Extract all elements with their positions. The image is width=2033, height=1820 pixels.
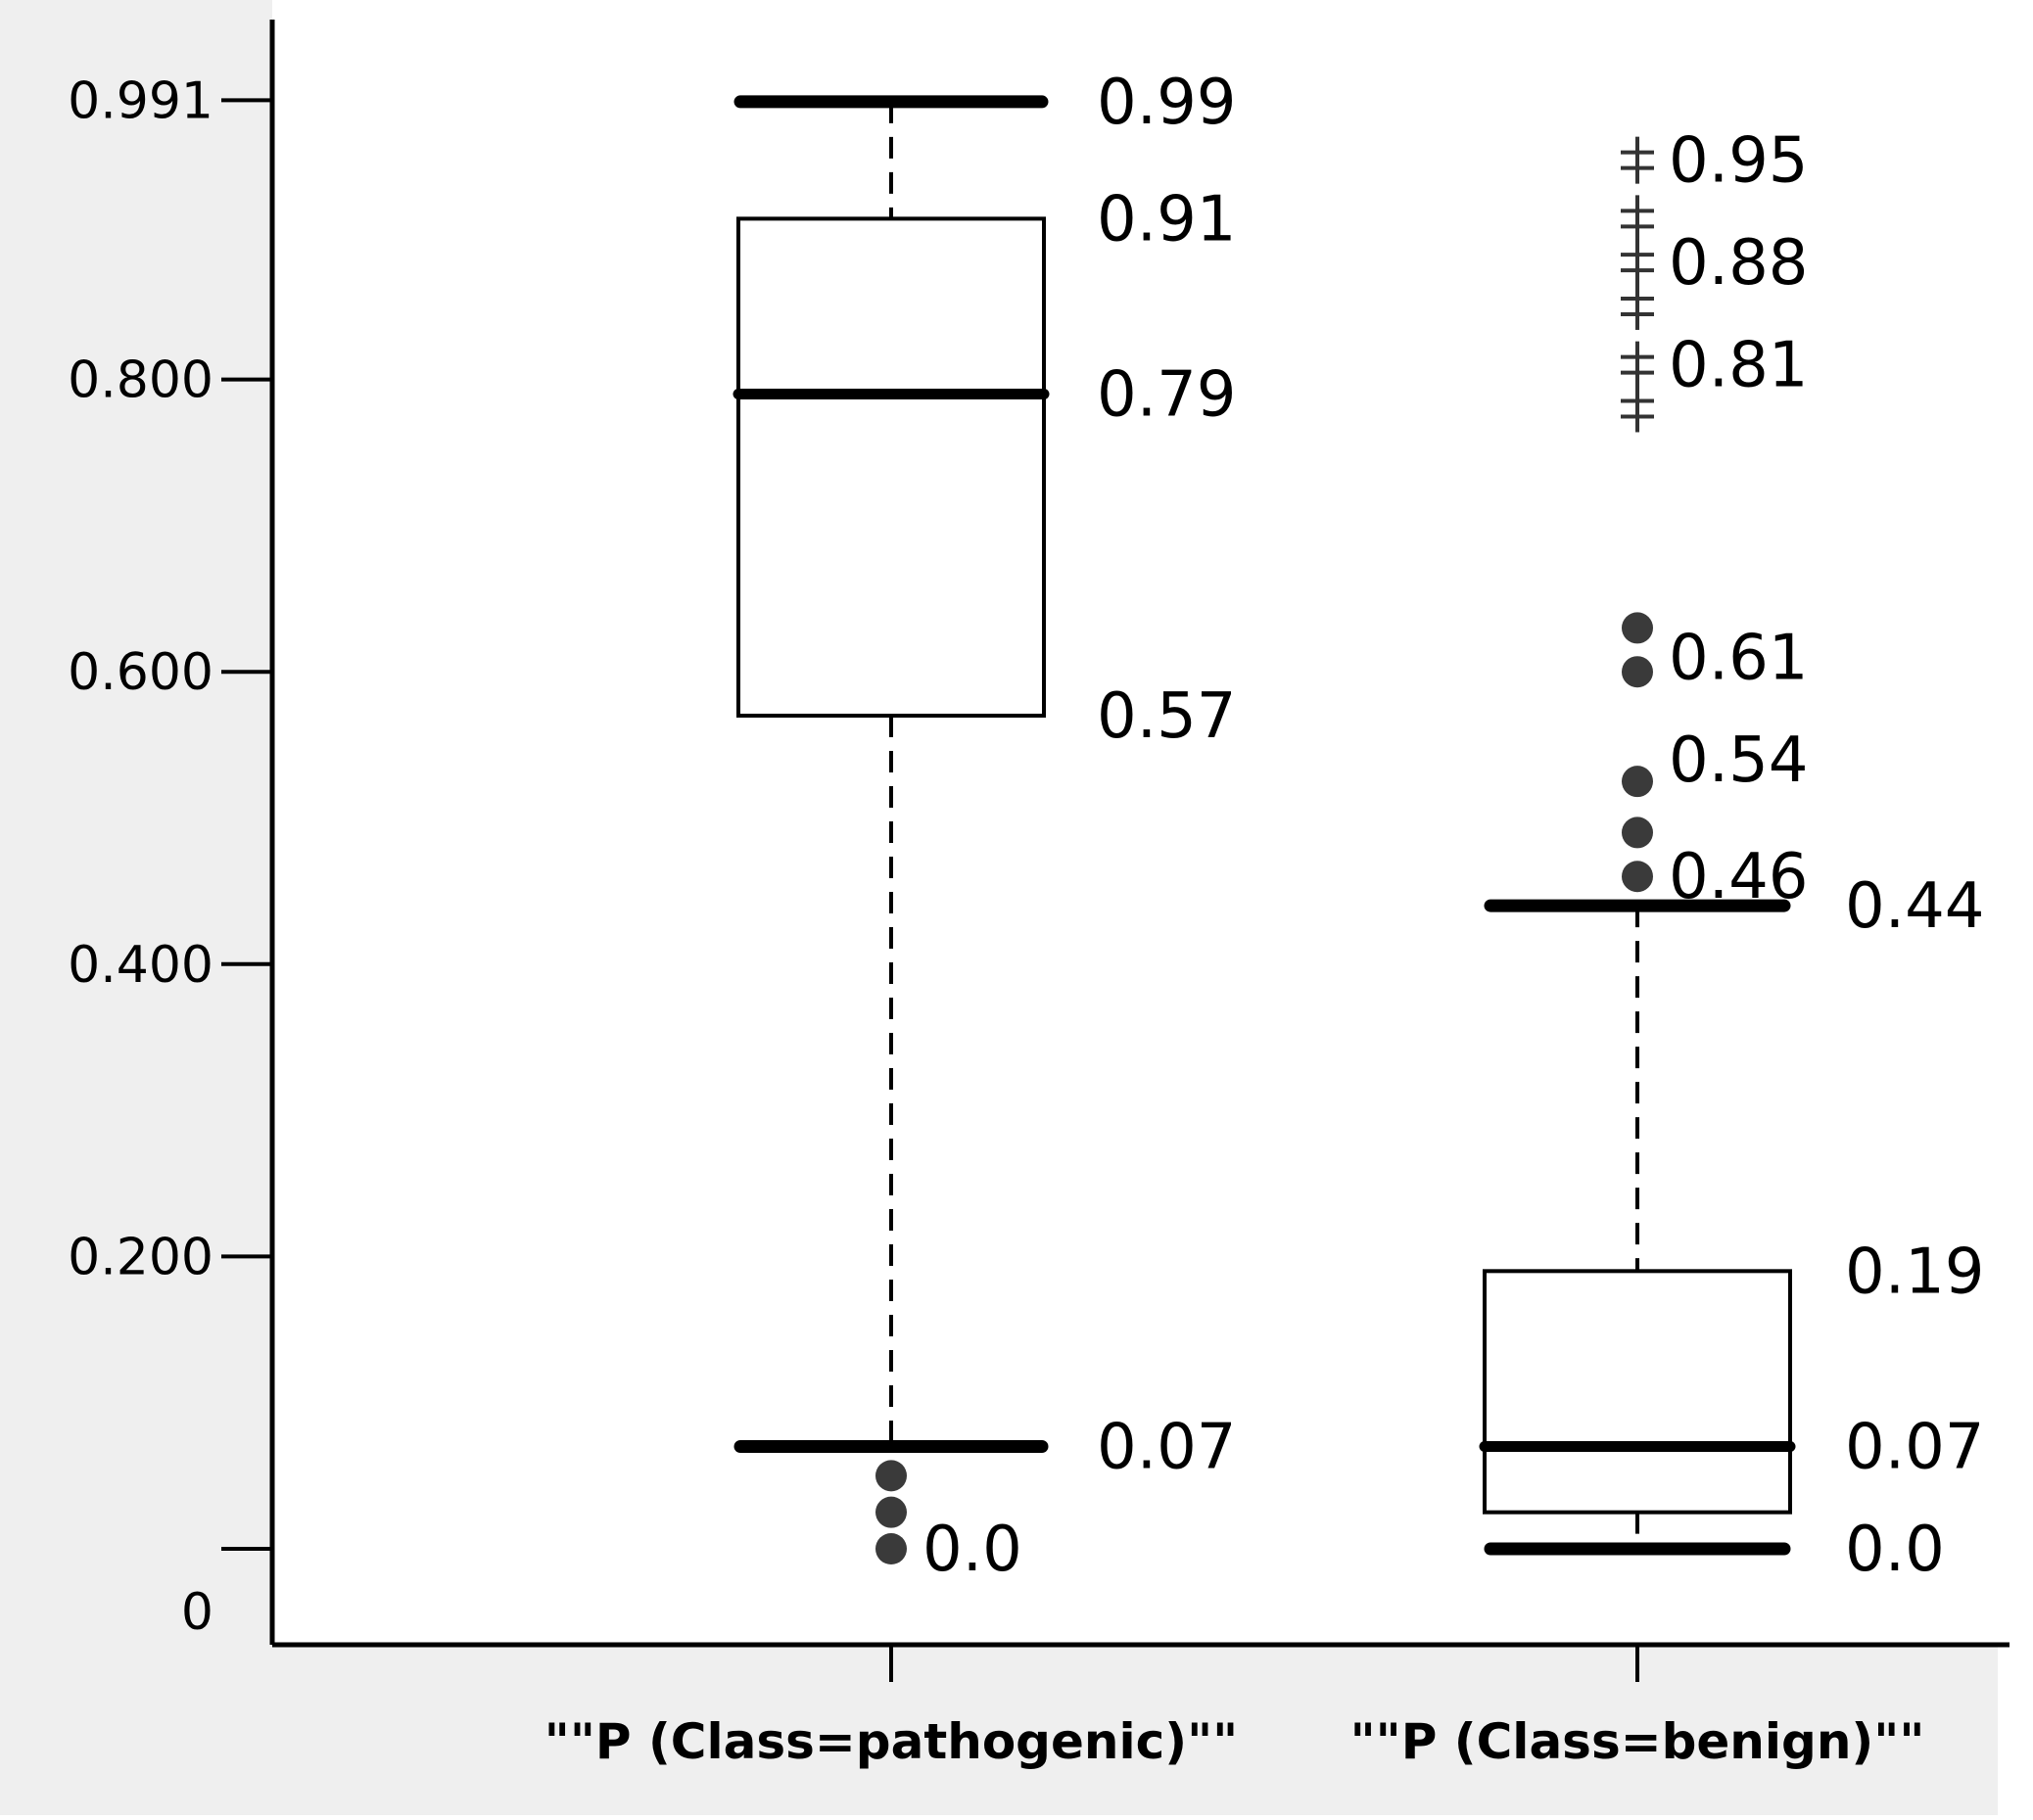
x-category-label: ""P (Class=pathogenic)"" [544, 1713, 1238, 1770]
value-annotation: 0.95 [1669, 125, 1809, 198]
outlier-point [875, 1496, 907, 1528]
value-annotation: 0.19 [1845, 1236, 1985, 1308]
outlier-point [1622, 861, 1653, 893]
value-annotation: 0.44 [1845, 870, 1985, 943]
value-annotation: 0.0 [1845, 1514, 1945, 1586]
value-annotation: 0.0 [922, 1514, 1022, 1586]
value-annotation: 0.54 [1669, 724, 1809, 797]
value-annotation: 0.46 [1669, 841, 1809, 913]
value-annotation: 0.57 [1097, 680, 1237, 753]
value-annotation: 0.79 [1097, 359, 1237, 432]
outlier-point [875, 1460, 907, 1492]
y-tick-label: 0.991 [68, 71, 213, 130]
iqr-box [1483, 1269, 1792, 1515]
box-plots: 0.99 0.91 0.79 0.57 0.07 0.0 0.95 0.88 0.81 0.61 0… [733, 67, 1985, 1682]
bottom-margin-band [0, 1645, 2033, 1815]
y-tick-label: 0 [181, 1583, 213, 1642]
outlier-point [1622, 656, 1653, 688]
value-annotation: 0.07 [1845, 1411, 1985, 1483]
left-margin-band [0, 0, 272, 1815]
y-tick-label: 0.600 [68, 643, 213, 702]
outer-frame-white [1998, 0, 2033, 1815]
value-annotation: 0.88 [1669, 227, 1809, 300]
x-axis-categories: ""P (Class=pathogenic)"" ""P (Class=benig… [544, 1713, 1925, 1770]
value-annotation: 0.61 [1669, 622, 1809, 694]
value-annotation: 0.07 [1097, 1411, 1237, 1483]
outlier-point [1622, 766, 1653, 798]
outlier-point [1622, 612, 1653, 644]
outlier-point [875, 1533, 907, 1564]
x-category-label: ""P (Class=benign)"" [1350, 1713, 1925, 1770]
y-tick-label: 0.200 [68, 1228, 213, 1286]
value-annotation: 0.91 [1097, 183, 1237, 256]
outlier-point [1622, 817, 1653, 849]
iqr-box [736, 216, 1046, 718]
y-axis-ticks: 0 0.200 0.400 0.600 0.800 0.991 [68, 71, 272, 1642]
value-annotation: 0.81 [1669, 330, 1809, 402]
y-tick-label: 0.400 [68, 936, 213, 995]
value-annotation: 0.99 [1097, 67, 1237, 139]
y-tick-label: 0.800 [68, 351, 213, 410]
